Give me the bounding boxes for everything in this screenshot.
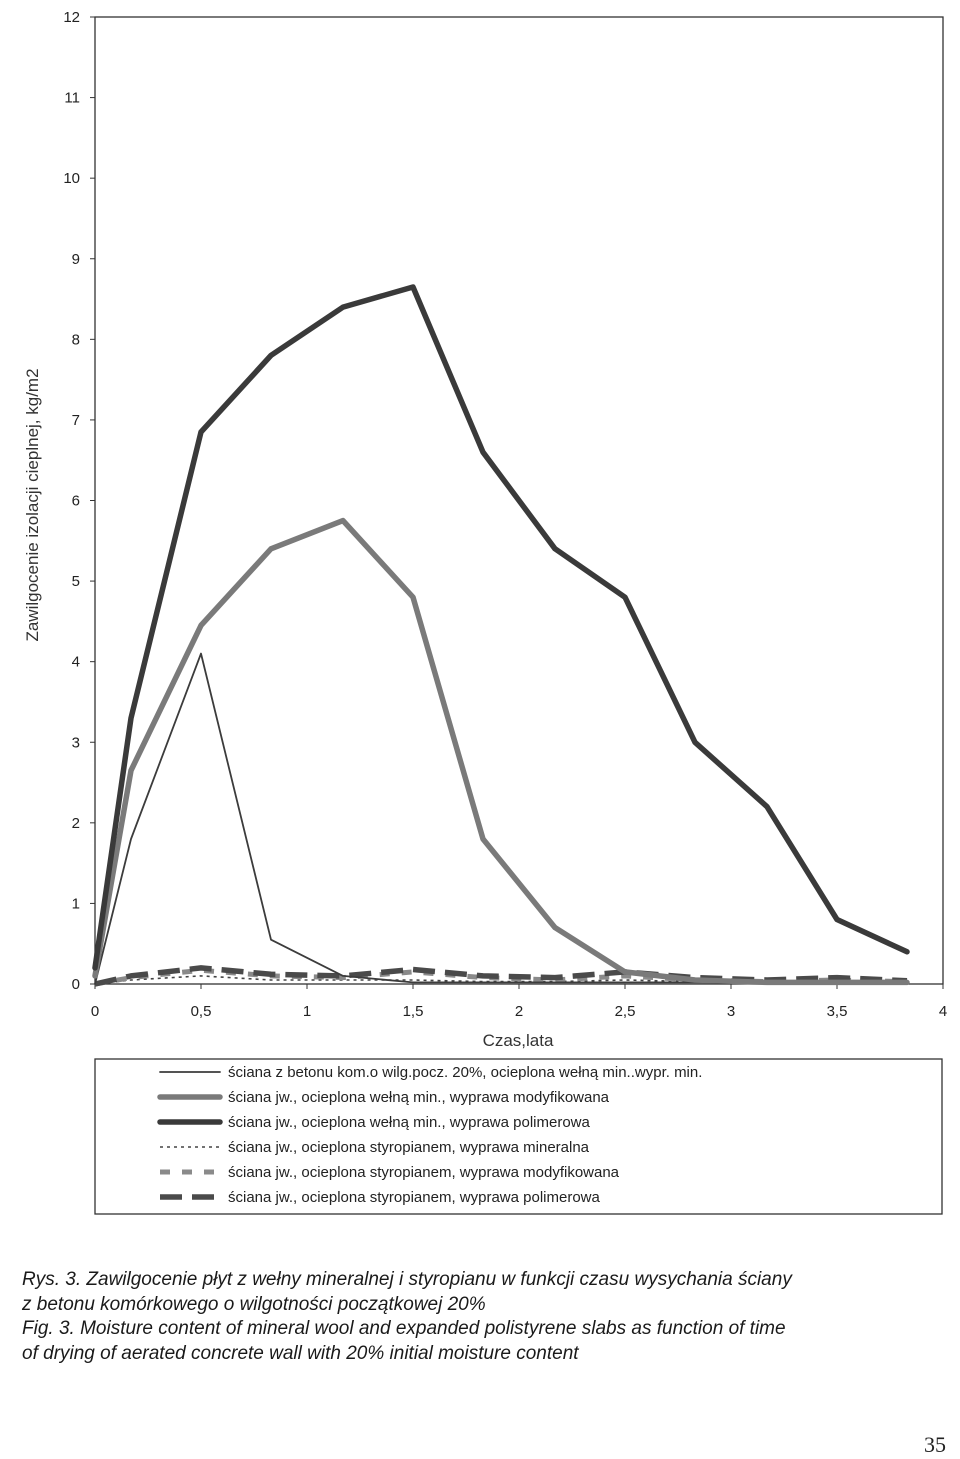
caption-line-1: Rys. 3. Zawilgocenie płyt z wełny minera… xyxy=(22,1269,792,1290)
legend-label: ściana jw., ocieplona styropianem, wypra… xyxy=(228,1139,590,1156)
series-line xyxy=(92,517,910,986)
legend-label: ściana jw., ocieplona styropianem, wypra… xyxy=(228,1164,620,1181)
y-tick-label: 6 xyxy=(72,493,80,510)
figure-caption: Rys. 3. Zawilgocenie płyt z wełny minera… xyxy=(22,1268,942,1366)
y-tick-label: 1 xyxy=(72,895,80,912)
y-tick-label: 5 xyxy=(72,573,80,590)
legend-label: ściana jw., ocieplona styropianem, wypra… xyxy=(228,1189,601,1206)
x-tick-label: 2 xyxy=(515,1003,523,1020)
x-tick-label: 0 xyxy=(91,1003,99,1020)
y-tick-label: 9 xyxy=(72,251,80,268)
y-tick-label: 2 xyxy=(72,815,80,832)
legend-label: ściana jw., ocieplona wełną min., wypraw… xyxy=(228,1089,610,1106)
y-tick-label: 8 xyxy=(72,331,80,348)
y-tick-label: 3 xyxy=(72,734,80,751)
caption-line-2: z betonu komórkowego o wilgotności począ… xyxy=(22,1293,486,1315)
page-number: 35 xyxy=(924,1432,946,1457)
y-tick-label: 4 xyxy=(72,654,80,671)
legend: ściana z betonu kom.o wilg.pocz. 20%, oc… xyxy=(94,1058,943,1215)
y-tick-label: 7 xyxy=(72,412,80,429)
y-tick-label: 10 xyxy=(63,170,80,187)
legend-box xyxy=(94,1058,943,1215)
x-tick-label: 1 xyxy=(303,1003,311,1020)
y-tick-label: 0 xyxy=(72,976,80,993)
x-tick-label: 1,5 xyxy=(403,1003,424,1020)
y-tick-label: 12 xyxy=(63,9,80,26)
caption-line-4: of drying of aerated concrete wall with … xyxy=(22,1342,579,1364)
legend-label: ściana jw., ocieplona wełną min., wypraw… xyxy=(228,1114,590,1131)
x-tick-label: 3 xyxy=(727,1003,735,1020)
y-tick-label: 11 xyxy=(64,90,80,107)
x-tick-label: 0,5 xyxy=(191,1003,212,1020)
x-tick-label: 4 xyxy=(939,1003,947,1020)
series-lines xyxy=(92,284,910,987)
caption-line-3: Fig. 3. Moisture content of mineral wool… xyxy=(22,1318,786,1339)
y-axis-title: Zawilgocenie izolacji cieplnej, kg/m2 xyxy=(23,368,42,641)
series-line xyxy=(92,284,910,971)
legend-label: ściana z betonu kom.o wilg.pocz. 20%, oc… xyxy=(228,1064,702,1081)
x-tick-label: 2,5 xyxy=(615,1003,636,1020)
series-line xyxy=(94,652,908,985)
x-tick-label: 3,5 xyxy=(827,1003,848,1020)
x-axis-title: Czas,lata xyxy=(483,1031,554,1050)
